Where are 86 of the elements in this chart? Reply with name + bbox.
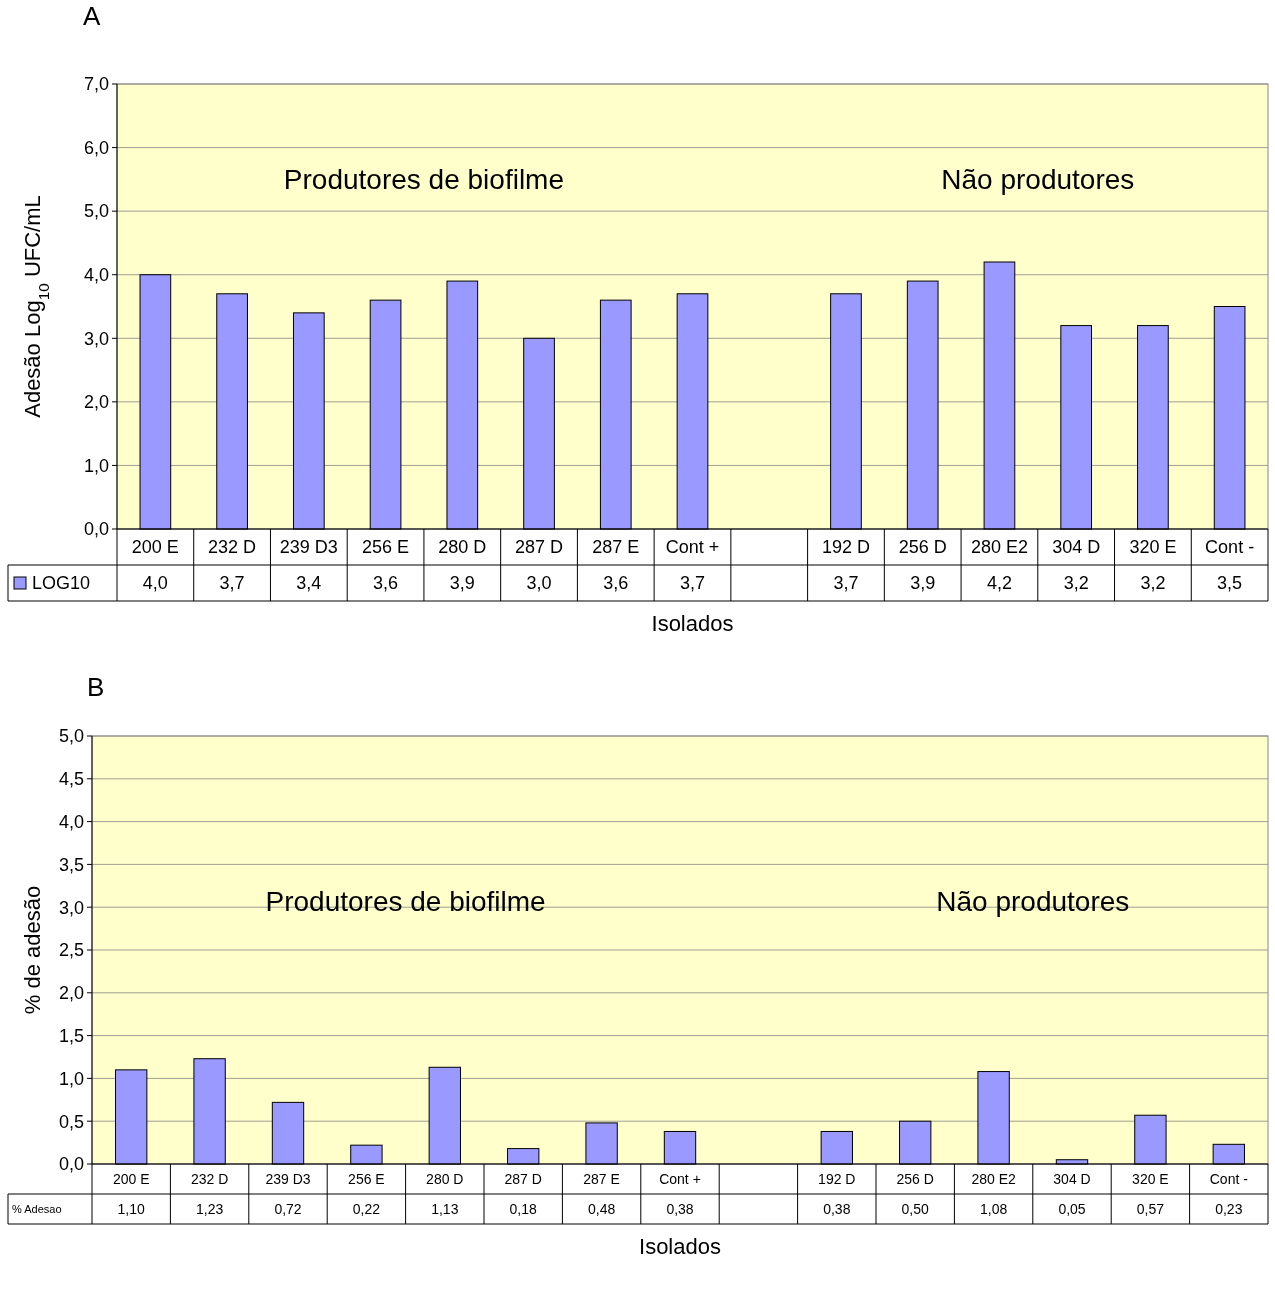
y-tick-label: 4,5 xyxy=(58,769,84,790)
data-label: 3,7 xyxy=(679,573,706,594)
data-label: 3,4 xyxy=(296,573,322,594)
chart-title: B xyxy=(87,672,105,702)
y-axis-title: % de adesão xyxy=(20,885,45,1015)
data-label: 0,38 xyxy=(823,1200,851,1217)
annotation: Produtores de biofilme xyxy=(283,164,565,195)
x-tick-label: 192 D xyxy=(821,537,870,558)
data-label: 1,23 xyxy=(195,1200,224,1217)
data-label: 3,2 xyxy=(1063,573,1089,594)
x-tick-label: 256 E xyxy=(362,537,410,558)
text: % Adesao xyxy=(12,1202,62,1215)
data-label: 1,10 xyxy=(117,1200,146,1217)
data-label: 0,48 xyxy=(587,1200,616,1217)
data-label: 0,57 xyxy=(1136,1200,1165,1217)
y-tick-label: 3,0 xyxy=(58,897,84,918)
y-tick-label: 2,0 xyxy=(83,392,109,413)
data-label: 3,7 xyxy=(219,573,245,594)
x-tick-label: Cont - xyxy=(1205,537,1255,558)
y-tick-label: 1,5 xyxy=(58,1025,84,1046)
data-label: 4,2 xyxy=(986,573,1012,594)
y-tick-label: 3,5 xyxy=(58,854,84,875)
x-tick-label: 256 D xyxy=(896,1170,934,1187)
x-tick-label: 200 E xyxy=(131,537,179,558)
y-tick-label: 7,0 xyxy=(83,74,109,95)
y-tick-label: 1,0 xyxy=(83,455,109,476)
x-tick-label: 280 D xyxy=(426,1170,464,1187)
x-tick-label: 280 D xyxy=(438,537,487,558)
data-label: 0,05 xyxy=(1058,1200,1086,1217)
y-tick-label: 4,0 xyxy=(83,265,109,286)
x-tick-label: 280 E2 xyxy=(970,537,1028,558)
x-tick-label: Cont + xyxy=(665,537,720,558)
data-label: 3,7 xyxy=(833,573,859,594)
x-tick-label: 320 E xyxy=(1129,537,1177,558)
data-label: 3,6 xyxy=(603,573,629,594)
x-axis-title: Isolados xyxy=(651,611,734,636)
y-tick-label: 6,0 xyxy=(83,137,109,158)
y-tick-label: 3,0 xyxy=(83,328,109,349)
data-label: 3,6 xyxy=(373,573,399,594)
y-tick-label: 0,0 xyxy=(83,519,109,540)
x-tick-label: Cont - xyxy=(1209,1170,1249,1187)
data-label: 0,38 xyxy=(666,1200,694,1217)
x-tick-label: 232 D xyxy=(208,537,257,558)
x-tick-label: 287 D xyxy=(504,1170,542,1187)
y-tick-label: 5,0 xyxy=(58,726,84,747)
data-label: 3,9 xyxy=(449,573,475,594)
x-tick-label: 256 E xyxy=(348,1170,385,1187)
data-label: 0,22 xyxy=(352,1200,381,1217)
annotation: Produtores de biofilme xyxy=(265,886,546,917)
data-label: 0,18 xyxy=(509,1200,538,1217)
data-label: 3,9 xyxy=(910,573,936,594)
annotation: Não produtores xyxy=(941,164,1135,195)
x-tick-label: Cont + xyxy=(659,1170,701,1187)
data-label: 3,0 xyxy=(526,573,552,594)
annotation: Não produtores xyxy=(936,886,1130,917)
x-tick-label: 239 D3 xyxy=(279,537,338,558)
x-tick-label: 287 E xyxy=(592,537,640,558)
x-tick-label: 287 D xyxy=(515,537,564,558)
data-label: 0,72 xyxy=(274,1200,302,1217)
data-label: 3,5 xyxy=(1217,573,1243,594)
y-tick-label: 2,5 xyxy=(58,940,84,961)
y-tick-label: 0,5 xyxy=(58,1111,84,1132)
chart-title: A xyxy=(83,1,101,31)
data-label: 4,0 xyxy=(142,573,168,594)
x-tick-label: 200 E xyxy=(112,1170,150,1187)
x-tick-label: 239 D3 xyxy=(265,1170,311,1187)
legend-label: LOG10 xyxy=(32,573,91,594)
data-label: 3,2 xyxy=(1140,573,1166,594)
data-label: 1,08 xyxy=(979,1200,1008,1217)
y-tick-label: 0,0 xyxy=(58,1154,84,1175)
x-tick-label: 256 D xyxy=(898,537,947,558)
x-tick-label: 320 E xyxy=(1132,1170,1169,1187)
x-tick-label: 192 D xyxy=(818,1170,856,1187)
y-tick-label: 2,0 xyxy=(58,983,84,1004)
data-label: 0,50 xyxy=(901,1200,930,1217)
y-tick-label: 1,0 xyxy=(58,1068,84,1089)
x-tick-label: 304 D xyxy=(1053,1170,1091,1187)
y-tick-label: 4,0 xyxy=(58,811,84,832)
x-tick-label: 232 D xyxy=(190,1170,229,1187)
data-label: 0,23 xyxy=(1215,1200,1243,1217)
x-tick-label: 280 E2 xyxy=(971,1170,1016,1187)
data-label: 1,13 xyxy=(431,1200,459,1217)
x-tick-label: 304 D xyxy=(1052,537,1101,558)
y-tick-label: 5,0 xyxy=(83,201,109,222)
x-axis-title: Isolados xyxy=(639,1234,721,1259)
x-tick-label: 287 E xyxy=(583,1170,620,1187)
